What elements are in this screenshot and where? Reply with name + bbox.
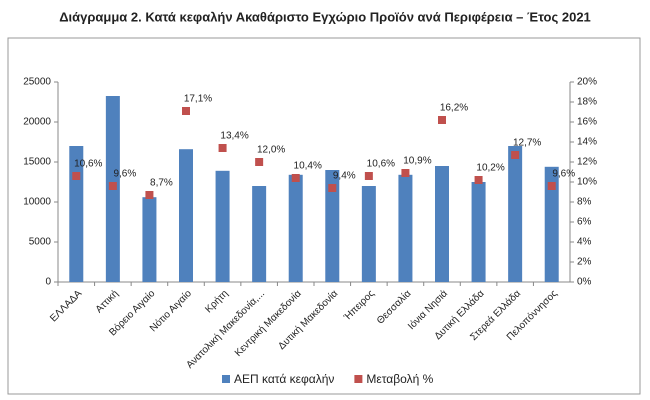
marker <box>511 151 520 159</box>
bar <box>252 186 267 282</box>
y2-tick-label: 12% <box>577 157 597 168</box>
data-label: 10,6% <box>367 159 395 170</box>
legend-swatch <box>222 375 230 383</box>
x-tick-label: Θεσσαλία <box>374 287 413 326</box>
x-tick-label: ΕΛΛΑΔΑ <box>48 288 84 324</box>
y-tick-label: 20000 <box>23 117 51 128</box>
marker <box>547 182 556 190</box>
data-label: 17,1% <box>184 94 212 105</box>
legend-label: ΑΕΠ κατά κεφαλήν <box>234 372 334 386</box>
data-label: 13,4% <box>220 131 248 142</box>
marker <box>438 116 446 124</box>
x-tick-label: Κρήτη <box>203 288 231 316</box>
y-tick-label: 0 <box>45 277 51 288</box>
x-tick-label: Κεντρική Μακεδονία <box>232 287 304 359</box>
y2-tick-label: 2% <box>577 257 592 268</box>
x-tick-label: Δυτική Μακεδονία <box>276 287 341 352</box>
data-label: 10,4% <box>294 161 322 172</box>
marker <box>401 169 410 177</box>
y2-tick-label: 8% <box>577 197 592 208</box>
y-tick-label: 15000 <box>23 157 51 168</box>
bar <box>179 149 193 282</box>
data-label: 9,6% <box>552 169 575 180</box>
y2-tick-label: 4% <box>577 237 592 248</box>
bar <box>142 197 157 282</box>
bar <box>435 166 449 282</box>
bar <box>398 174 413 282</box>
bar <box>508 146 523 282</box>
y-tick-label: 25000 <box>23 77 51 88</box>
y2-tick-label: 18% <box>577 97 597 108</box>
x-tick-label: Αττική <box>93 288 121 316</box>
y2-tick-label: 6% <box>577 217 592 228</box>
marker <box>182 107 190 115</box>
data-label: 12,7% <box>513 138 541 149</box>
y2-tick-label: 16% <box>577 117 597 128</box>
marker <box>145 191 154 199</box>
marker <box>474 176 483 184</box>
marker <box>72 172 81 180</box>
y2-tick-label: 14% <box>577 137 597 148</box>
chart-title: Διάγραμμα 2. Κατά κεφαλήν Ακαθάριστο Εγχ… <box>59 9 591 24</box>
marker <box>328 184 337 192</box>
y-tick-label: 5000 <box>29 237 52 248</box>
y2-tick-label: 10% <box>577 177 597 188</box>
marker <box>108 182 117 190</box>
data-label: 8,7% <box>150 178 173 189</box>
data-label: 9,4% <box>333 171 356 182</box>
data-label: 12,0% <box>257 145 285 156</box>
bar <box>288 174 303 282</box>
marker <box>291 174 300 182</box>
bar <box>361 186 376 282</box>
data-label: 16,2% <box>440 103 468 114</box>
legend-swatch <box>354 375 363 383</box>
y2-tick-label: 0% <box>577 277 592 288</box>
marker <box>218 144 227 152</box>
bar <box>544 166 559 282</box>
data-label: 10,2% <box>476 163 504 174</box>
y-tick-label: 10000 <box>23 197 51 208</box>
data-label: 10,6% <box>74 159 102 170</box>
x-tick-label: Ήπειρος <box>341 288 377 324</box>
data-label: 10,9% <box>403 156 431 167</box>
chart-frame <box>7 37 641 395</box>
bar <box>215 170 230 282</box>
legend-label: Μεταβολή % <box>366 372 433 386</box>
data-label: 9,6% <box>113 169 136 180</box>
y2-tick-label: 20% <box>577 77 597 88</box>
marker <box>364 172 373 180</box>
marker <box>255 158 264 166</box>
bar <box>325 170 340 282</box>
bar <box>471 182 486 282</box>
